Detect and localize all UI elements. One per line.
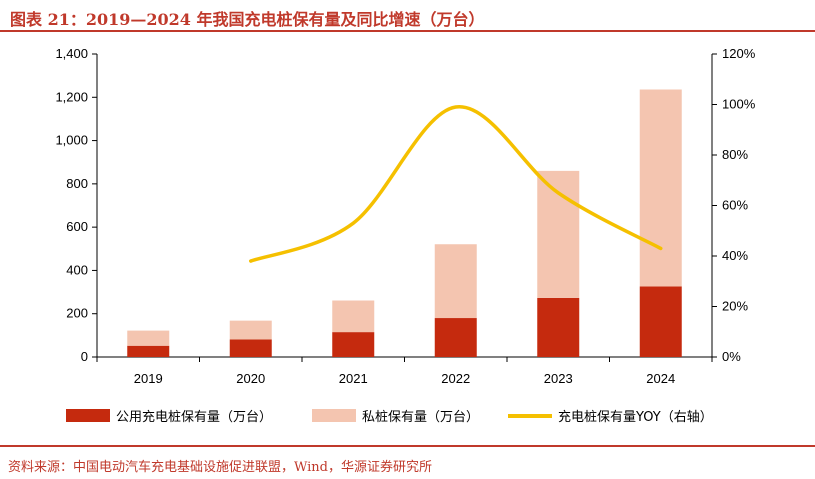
- right-tick-label: 120%: [722, 46, 756, 61]
- right-tick-label: 40%: [722, 248, 748, 263]
- x-tick-label: 2022: [441, 371, 470, 386]
- source-note: 资料来源：中国电动汽车充电基础设施促进联盟，Wind，华源证券研究所: [8, 460, 432, 475]
- left-tick-label: 600: [66, 219, 88, 234]
- bar-public: [127, 345, 170, 357]
- right-tick-label: 100%: [722, 97, 756, 112]
- x-tick-label: 2021: [339, 371, 368, 386]
- yoy-line: [249, 105, 663, 263]
- bar-public: [434, 318, 477, 357]
- x-tick-label: 2020: [236, 371, 265, 386]
- x-tick-label: 2019: [134, 371, 163, 386]
- source-rule: [0, 445, 815, 447]
- left-tick-label: 0: [81, 349, 88, 364]
- legend-swatch-private: [312, 409, 356, 422]
- legend-label-private: 私桩保有量（万台）: [362, 410, 479, 425]
- legend-label-public: 公用充电桩保有量（万台）: [116, 409, 272, 425]
- left-tick-label: 1,200: [55, 89, 88, 104]
- bar-public: [332, 332, 375, 357]
- bar-private: [229, 320, 272, 340]
- bar-public: [229, 339, 272, 357]
- bar-private: [639, 89, 682, 287]
- legend-swatch-public: [66, 409, 110, 422]
- left-tick-label: 1,000: [55, 133, 88, 148]
- right-tick-label: 60%: [722, 198, 748, 213]
- legend-label-yoy: 充电桩保有量YOY（右轴）: [558, 409, 713, 425]
- figure-title: 图表 21：2019—2024 年我国充电桩保有量及同比增速（万台）: [10, 10, 485, 29]
- right-tick-label: 0%: [722, 349, 741, 364]
- title-rule: [0, 30, 815, 32]
- left-tick-label: 800: [66, 176, 88, 191]
- bar-private: [127, 330, 170, 346]
- x-tick-label: 2024: [646, 371, 675, 386]
- bar-public: [537, 297, 580, 357]
- bar-private: [434, 244, 477, 319]
- right-tick-label: 80%: [722, 147, 748, 162]
- left-tick-label: 1,400: [55, 46, 88, 61]
- bar-public: [639, 286, 682, 357]
- left-tick-label: 200: [66, 306, 88, 321]
- bar-private: [537, 170, 580, 298]
- bar-private: [332, 300, 375, 333]
- left-tick-label: 400: [66, 262, 88, 277]
- x-tick-label: 2023: [544, 371, 573, 386]
- right-tick-label: 20%: [722, 299, 748, 314]
